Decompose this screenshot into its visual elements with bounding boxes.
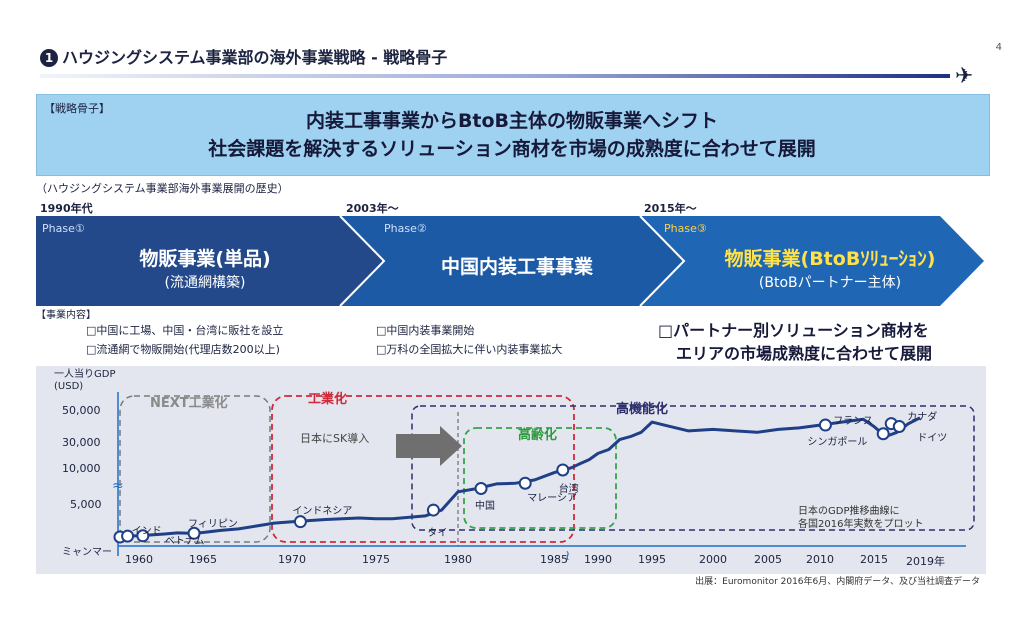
- marker-7: [518, 476, 532, 490]
- x-tick-9: 2005: [754, 553, 782, 566]
- region-next-box: [119, 395, 271, 543]
- phase-2-arrow: [340, 216, 684, 306]
- x-tick-1: 1965: [189, 553, 217, 566]
- note-line-2: 各国2016年実数をプロット: [798, 519, 924, 530]
- page-title: 1 ハウジングシステム事業部の海外事業戦略 - 戦略骨子: [40, 44, 447, 68]
- marker-10: [876, 427, 890, 441]
- x-tick-0: 1960: [125, 553, 153, 566]
- phase-2-item-2: □万科の全国拡大に伴い内装事業拡大: [376, 343, 563, 356]
- marker-label-3: フィリピン: [188, 519, 238, 531]
- marker-12: [892, 420, 906, 433]
- marker-label-1: インド: [131, 526, 162, 538]
- note-line-1: 日本のGDP推移曲線に: [798, 506, 900, 517]
- marker-label-11: カナダ: [907, 411, 938, 423]
- axis-break-x: ≀: [565, 548, 570, 564]
- section-number: 1: [40, 49, 58, 67]
- y-tick-5000: 5,000: [70, 498, 102, 511]
- phase-3-desc-line-1: □パートナー別ソリューション商材を: [658, 321, 929, 340]
- marker-1: [121, 529, 135, 543]
- phase-3-arrow: [640, 216, 984, 306]
- phase-3-title: 物販事業(BtoBｿﾘｭｰｼｮﾝ): [724, 248, 936, 270]
- phase-1-item-1: □中国に工場、中国・台湾に販社を設立: [86, 324, 284, 337]
- region-aging-label: 高齢化: [518, 428, 558, 443]
- marker-label-0: ミャンマー: [62, 547, 112, 558]
- phase-2-title: 中国内装工事事業: [440, 256, 593, 278]
- marker-label-10: フランス: [833, 415, 873, 427]
- region-industrial-box: [271, 395, 575, 543]
- x-tick-2: 1970: [278, 553, 306, 566]
- title-underline: [40, 74, 950, 78]
- marker-9: [818, 418, 832, 432]
- chart-ylabel: 一人当りGDP (USD): [54, 369, 116, 392]
- phase-1-subtitle: (流通網構築): [164, 275, 246, 291]
- phase-1-item-2: □流通網で物販開始(代理店数200以上): [86, 343, 280, 356]
- page-title-text: ハウジングシステム事業部の海外事業戦略 - 戦略骨子: [62, 48, 448, 67]
- marker-label-2: ベトナム: [164, 535, 205, 547]
- era-2003: 2003年～: [346, 202, 399, 215]
- y-tick-50000: 50,000: [62, 404, 101, 417]
- sk-arrow: [396, 426, 462, 466]
- region-advanced-label: 高機能化: [616, 402, 669, 417]
- region-aging-box: [463, 427, 617, 529]
- sk-annotation: 日本にSK導入: [300, 432, 370, 445]
- marker-8: [556, 463, 570, 477]
- marker-label-7: マレーシア: [527, 493, 577, 505]
- strategy-box: [36, 94, 990, 176]
- phase-2-item-1: □中国内装事業開始: [376, 324, 475, 337]
- marker-6: [474, 482, 488, 495]
- marker-label-12: ドイツ: [917, 432, 948, 444]
- phase-3-desc-line-2: エリアの市場成熟度に合わせて展開: [676, 344, 933, 363]
- x-tick-6: 1990: [584, 553, 612, 566]
- marker-3: [187, 526, 201, 540]
- region-next-label: NEXT工業化: [150, 396, 228, 411]
- strategy-tag: 【戦略骨子】: [44, 102, 110, 115]
- page-number: 4: [995, 42, 1002, 53]
- source-note: 出展：Euromonitor 2016年6月、内閣府データ、及び当社調査データ: [695, 577, 980, 587]
- marker-label-6: 中国: [475, 500, 496, 512]
- region-industrial-label: 工業化: [308, 392, 348, 407]
- phase-3-subtitle: (BtoBパートナー主体): [758, 275, 902, 291]
- era-2015: 2015年～: [644, 202, 697, 215]
- marker-2: [136, 529, 150, 543]
- marker-label-4: インドネシア: [292, 505, 353, 517]
- marker-label-8: 台湾: [558, 483, 579, 495]
- marker-label-9: シンガポール: [807, 437, 868, 449]
- x-tick-10: 2010: [806, 553, 834, 566]
- business-tag: 【事業内容】: [36, 310, 96, 321]
- phase-3-label: Phase③: [664, 222, 707, 235]
- x-tick-7: 1995: [638, 553, 666, 566]
- marker-5: [426, 503, 440, 517]
- region-advanced-box: [411, 405, 975, 531]
- strategy-line-1: 内装工事事業からBtoB主体の物販事業へシフト: [305, 110, 719, 132]
- era-1990s: 1990年代: [40, 202, 93, 215]
- phase-1-arrow: [36, 216, 384, 306]
- x-tick-8: 2000: [699, 553, 727, 566]
- strategy-line-2: 社会課題を解決するソリューション商材を市場の成熟度に合わせて展開: [208, 138, 816, 160]
- x-tick-3: 1975: [362, 553, 390, 566]
- marker-label-5: タイ: [427, 528, 448, 540]
- airplane-icon: ✈: [955, 64, 974, 89]
- axis-break-y: ≈: [112, 478, 124, 494]
- x-tick-4: 1980: [444, 553, 472, 566]
- x-tick-11: 2015: [860, 553, 888, 566]
- phase-1-label: Phase①: [42, 222, 85, 235]
- x-tick-12: 2019年: [906, 555, 945, 568]
- y-tick-30000: 30,000: [62, 436, 101, 449]
- y-tick-10000: 10,000: [62, 462, 101, 475]
- phase-2-label: Phase②: [384, 222, 427, 235]
- marker-4: [293, 515, 307, 529]
- history-title: （ハウジングシステム事業部海外事業展開の歴史）: [36, 182, 289, 195]
- phase-1-title: 物販事業(単品): [139, 248, 271, 270]
- x-tick-5: 1985: [540, 553, 568, 566]
